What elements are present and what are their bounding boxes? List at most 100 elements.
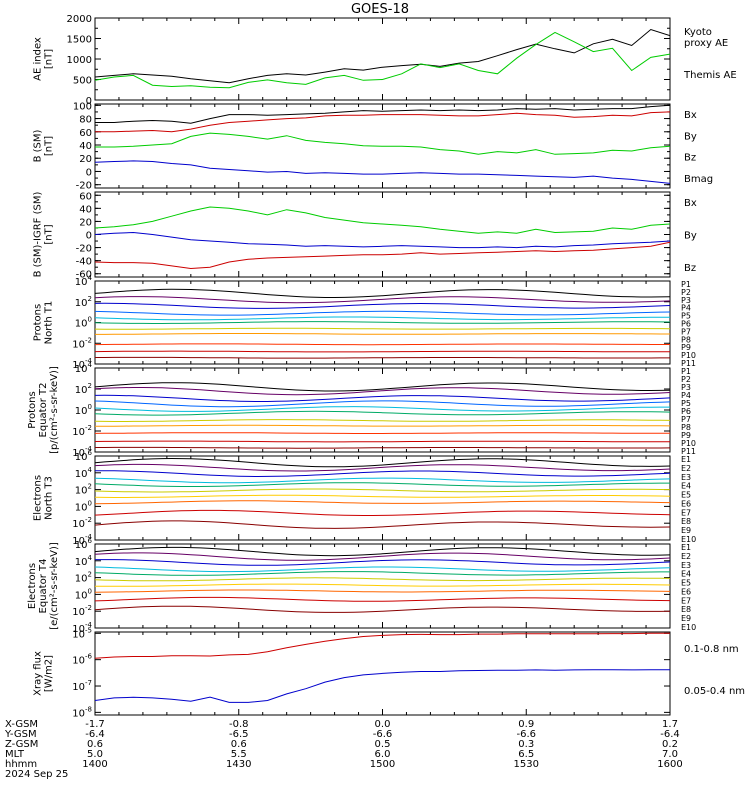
panel-data: [95, 28, 670, 89]
panel-data: [95, 382, 670, 449]
y-axis-label: Equator T4: [38, 559, 49, 614]
channel-line: [95, 327, 670, 330]
legend-item: E1: [681, 543, 691, 552]
legend-item: P5: [681, 312, 691, 321]
series-line-bz: [95, 241, 670, 270]
panel-data: [95, 104, 670, 184]
series-line-by: [95, 132, 670, 155]
legend-item: P7: [681, 327, 691, 336]
legend-item: E4: [681, 482, 691, 491]
legend-item: E9: [681, 526, 691, 535]
y-tick-label: 60: [79, 191, 92, 202]
channel-line: [95, 333, 670, 335]
legend-item: E7: [681, 508, 691, 517]
channel-line: [95, 400, 670, 408]
panel-frame: [94, 367, 671, 453]
legend-item: P4: [681, 304, 691, 313]
y-tick-label: 100: [75, 316, 92, 330]
channel-line: [95, 546, 670, 557]
y-tick-label: 2000: [67, 14, 92, 25]
legend-item: Bmag: [684, 174, 713, 185]
y-tick-label: 10-2: [72, 604, 92, 618]
legend-item: E10: [681, 535, 696, 544]
channel-line: [95, 356, 670, 359]
y-tick-label: 106: [75, 449, 93, 463]
x-row-label: hhmm: [5, 759, 37, 770]
y-tick-label: 80: [79, 115, 92, 126]
legend-item: Bz: [684, 153, 696, 164]
panel-bsm: -20 0 20 40 60 80 100 B (SM) [nT] Bx By Bz Bmag: [33, 101, 714, 191]
y-tick-label: 104: [75, 466, 93, 480]
y-tick-label: 20: [79, 217, 92, 228]
x-row-value: 6.5: [518, 749, 534, 760]
y-tick-label: 0: [86, 231, 92, 242]
legend-item: E6: [681, 499, 691, 508]
y-axis-label: Protons: [27, 391, 38, 428]
y-tick-label: 60: [79, 128, 92, 139]
x-row-value: 0.0: [375, 719, 391, 730]
x-row-value: 1530: [514, 759, 539, 770]
series-line-bmag: [95, 104, 670, 124]
series-line-0-05-0-4-nm: [95, 669, 670, 703]
legend-item: By: [684, 231, 697, 242]
y-tick-label: 102: [75, 571, 92, 585]
y-tick-label: 100: [75, 587, 92, 601]
legend-item: P3: [681, 383, 691, 392]
legend-item: E3: [681, 561, 691, 570]
channel-line: [95, 589, 670, 593]
legend-item: E5: [681, 579, 691, 588]
y-tick-label: -40: [76, 257, 92, 268]
y-axis-label: Xray flux: [33, 651, 44, 696]
y-axis-label: [e/(cm²-s-sr-keV)]: [49, 542, 60, 630]
channel-line: [95, 316, 670, 321]
y-tick-label: 10-2: [72, 424, 92, 438]
legend-item: P11: [681, 447, 696, 456]
y-tick-label: 1500: [67, 35, 92, 46]
legend-item: Bx: [684, 198, 697, 209]
legend-item: E10: [681, 623, 696, 632]
y-axis-label: [nT]: [44, 49, 55, 69]
series-line-by: [95, 206, 670, 234]
legend-item: P1: [681, 367, 691, 376]
x-row-value: 1400: [82, 759, 107, 770]
y-axis-label: [nT]: [44, 136, 55, 156]
channel-line: [95, 494, 670, 498]
x-row-value: -1.7: [85, 719, 105, 730]
channel-line: [95, 350, 670, 353]
y-tick-label: 100: [73, 101, 92, 112]
y-tick-label: 10-6: [72, 653, 92, 667]
y-tick-label: 40: [79, 141, 92, 152]
x-row-value: 0.5: [375, 739, 391, 750]
channel-line: [95, 394, 670, 402]
legend-item: P3: [681, 296, 691, 305]
y-axis-label: Electrons: [27, 563, 38, 609]
y-axis-label: Electrons: [33, 475, 44, 521]
channel-line: [95, 387, 670, 396]
x-row-value: 7.0: [662, 749, 678, 760]
legend-item: Bz: [684, 263, 696, 274]
y-tick-label: 20: [79, 154, 92, 165]
channel-line: [95, 410, 670, 416]
channel-line: [95, 500, 670, 505]
panel-frame: [94, 17, 671, 101]
x-row-value: 1.7: [662, 719, 678, 730]
legend-item: P11: [681, 359, 696, 368]
y-tick-label: 104: [75, 554, 93, 568]
series-line-bx: [95, 231, 670, 249]
channel-line: [95, 457, 670, 468]
panel-data: [95, 632, 670, 703]
y-tick-label: 100: [75, 499, 92, 513]
series-line-kyoto-proxy-ae: [95, 31, 670, 89]
panel-data: [95, 457, 670, 529]
legend-item: proxy AE: [684, 38, 728, 49]
y-axis-label: [nT]: [44, 224, 55, 244]
y-tick-label: 100: [75, 403, 92, 417]
channel-line: [95, 566, 670, 573]
legend-item: P8: [681, 335, 691, 344]
y-tick-label: 40: [79, 204, 92, 215]
x-row-value: 0.6: [231, 739, 247, 750]
